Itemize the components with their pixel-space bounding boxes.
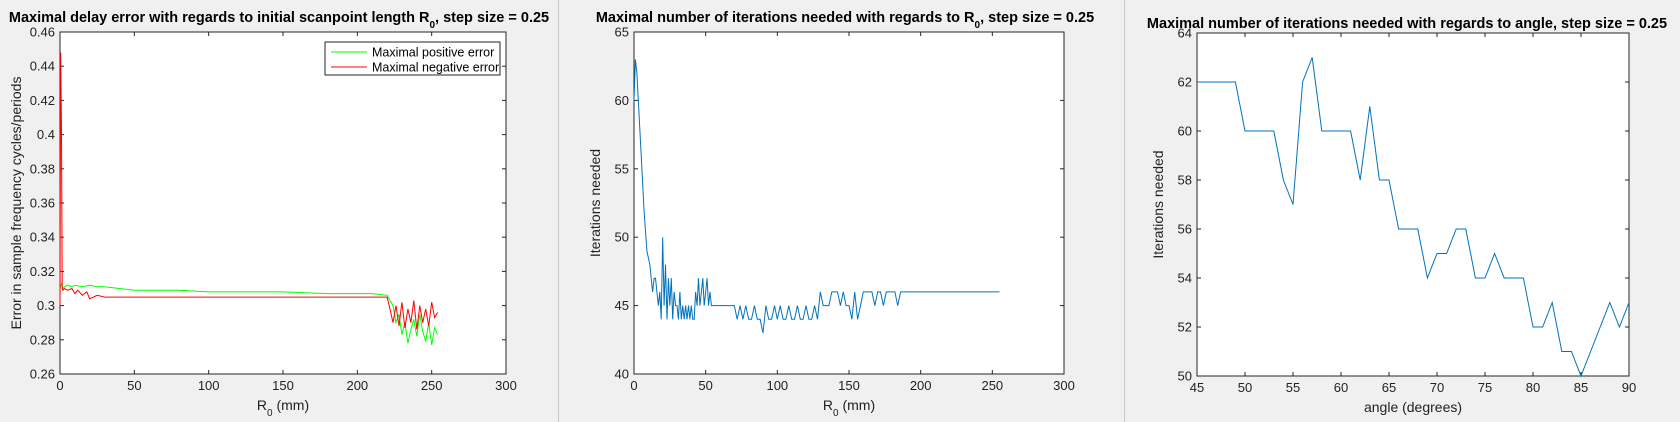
chart-title-main: Maximal number of iterations needed with… bbox=[596, 10, 975, 26]
x-axis-label-main: angle (degrees) bbox=[1364, 399, 1462, 415]
chart-title-subscript: 0 bbox=[975, 20, 981, 31]
y-tick-label: 52 bbox=[1178, 320, 1192, 335]
chart-title-tail: , step size = 0.25 bbox=[980, 10, 1094, 26]
series-line-1 bbox=[633, 59, 1000, 334]
x-axis-label-tail: (mm) bbox=[273, 397, 310, 413]
y-tick-label: 0.3 bbox=[37, 298, 55, 313]
x-tick-label: 50 bbox=[1238, 380, 1252, 395]
chart-title-subscript: 0 bbox=[429, 20, 435, 31]
y-axis-label: Iterations needed bbox=[1150, 150, 1166, 258]
chart-title: Maximal number of iterations needed with… bbox=[596, 10, 1094, 31]
series-line-2 bbox=[59, 52, 439, 330]
chart-title: Maximal number of iterations needed with… bbox=[1147, 16, 1667, 32]
y-tick-label: 0.28 bbox=[30, 332, 55, 347]
y-tick-label: 0.44 bbox=[30, 59, 55, 74]
x-axis-label: angle (degrees) bbox=[1364, 399, 1462, 415]
y-tick-label: 0.42 bbox=[30, 93, 55, 108]
x-tick-label: 50 bbox=[127, 378, 141, 393]
chart-1: Maximal delay error with regards to init… bbox=[8, 10, 549, 419]
y-tick-label: 40 bbox=[615, 367, 629, 382]
x-tick-label: 65 bbox=[1382, 380, 1396, 395]
x-tick-label: 300 bbox=[1053, 378, 1075, 393]
series-line-1 bbox=[1197, 57, 1630, 378]
y-tick-label: 0.46 bbox=[30, 25, 55, 40]
chart-title-tail: , step size = 0.25 bbox=[435, 10, 549, 26]
x-tick-label: 60 bbox=[1334, 380, 1348, 395]
chart-panel-3: Maximal number of iterations needed with… bbox=[1125, 0, 1680, 422]
chart-title-main: Maximal number of iterations needed with… bbox=[1147, 16, 1667, 32]
x-tick-label: 85 bbox=[1574, 380, 1588, 395]
chart-panel-2: Maximal number of iterations needed with… bbox=[559, 0, 1124, 422]
y-tick-label: 0.4 bbox=[37, 127, 55, 142]
legend-entry-1: Maximal positive error bbox=[372, 46, 494, 60]
y-tick-label: 0.38 bbox=[30, 161, 55, 176]
series-line-1 bbox=[59, 281, 439, 345]
plot-area bbox=[1196, 32, 1630, 377]
x-tick-label: 75 bbox=[1478, 380, 1492, 395]
x-tick-label: 150 bbox=[838, 378, 860, 393]
x-tick-label: 100 bbox=[766, 378, 788, 393]
y-tick-label: 50 bbox=[615, 230, 629, 245]
chart-3: Maximal number of iterations needed with… bbox=[1147, 16, 1667, 415]
chart-title-main: Maximal delay error with regards to init… bbox=[9, 10, 430, 26]
y-axis-label: Iterations needed bbox=[587, 149, 603, 257]
y-tick-label: 60 bbox=[1178, 124, 1192, 139]
y-tick-label: 58 bbox=[1178, 173, 1192, 188]
x-tick-label: 250 bbox=[981, 378, 1003, 393]
y-tick-label: 55 bbox=[615, 161, 629, 176]
y-tick-label: 0.36 bbox=[30, 196, 55, 211]
y-tick-label: 65 bbox=[615, 25, 629, 40]
chart-panel-1: Maximal delay error with regards to init… bbox=[0, 0, 558, 422]
x-axis-label: R0 (mm) bbox=[823, 397, 875, 419]
y-tick-label: 54 bbox=[1178, 271, 1192, 286]
x-tick-label: 70 bbox=[1430, 380, 1444, 395]
x-tick-label: 45 bbox=[1190, 380, 1204, 395]
y-tick-label: 60 bbox=[615, 93, 629, 108]
y-tick-label: 0.34 bbox=[30, 230, 55, 245]
plot-area bbox=[633, 31, 1065, 375]
y-tick-label: 0.26 bbox=[30, 367, 55, 382]
y-tick-label: 45 bbox=[615, 298, 629, 313]
chart-title: Maximal delay error with regards to init… bbox=[9, 10, 549, 31]
y-tick-label: 0.32 bbox=[30, 264, 55, 279]
plot-area bbox=[59, 31, 507, 375]
x-tick-label: 50 bbox=[698, 378, 712, 393]
y-tick-label: 56 bbox=[1178, 222, 1192, 237]
legend-entry-2: Maximal negative error bbox=[372, 61, 499, 75]
x-axis-label-main: R bbox=[257, 397, 267, 413]
y-axis-label: Error in sample frequency cycles/periods bbox=[8, 77, 24, 330]
x-axis-label-subscript: 0 bbox=[833, 408, 839, 419]
x-tick-label: 100 bbox=[198, 378, 220, 393]
x-axis-label-main: R bbox=[823, 397, 833, 413]
x-tick-label: 200 bbox=[346, 378, 368, 393]
y-tick-label: 62 bbox=[1178, 75, 1192, 90]
legend bbox=[324, 41, 501, 76]
x-tick-label: 80 bbox=[1526, 380, 1540, 395]
y-tick-label: 64 bbox=[1178, 26, 1192, 41]
x-tick-label: 90 bbox=[1622, 380, 1636, 395]
x-axis-label-tail: (mm) bbox=[839, 397, 876, 413]
x-tick-label: 55 bbox=[1286, 380, 1300, 395]
x-axis-label-subscript: 0 bbox=[267, 408, 273, 419]
x-tick-label: 200 bbox=[910, 378, 932, 393]
x-tick-label: 150 bbox=[272, 378, 294, 393]
y-tick-label: 50 bbox=[1178, 369, 1192, 384]
x-tick-label: 0 bbox=[630, 378, 637, 393]
x-axis-label: R0 (mm) bbox=[257, 397, 309, 419]
x-tick-label: 250 bbox=[421, 378, 443, 393]
x-tick-label: 300 bbox=[495, 378, 517, 393]
x-tick-label: 0 bbox=[56, 378, 63, 393]
chart-2: Maximal number of iterations needed with… bbox=[587, 10, 1094, 419]
